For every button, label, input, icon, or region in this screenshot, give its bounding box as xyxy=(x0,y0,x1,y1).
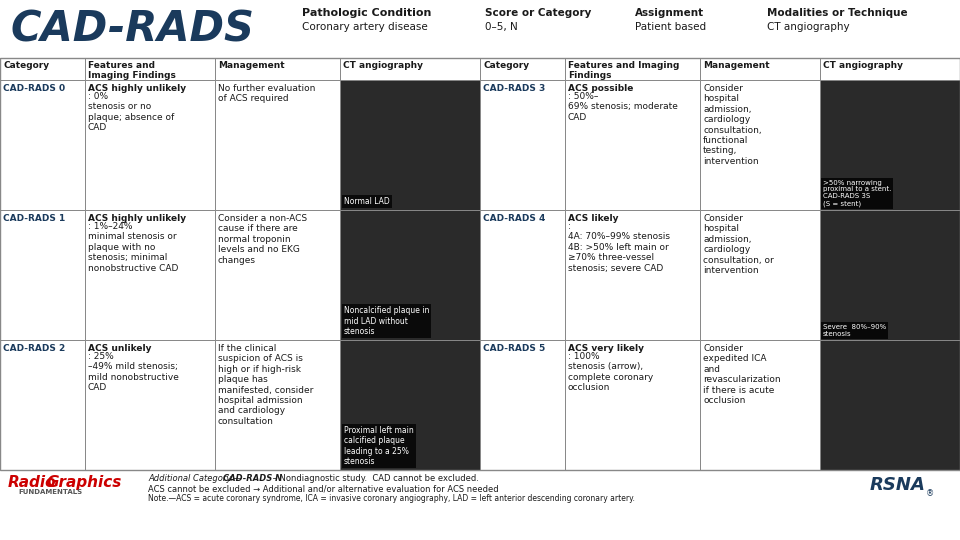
Text: ACS unlikely: ACS unlikely xyxy=(88,344,152,353)
Bar xyxy=(85,210,215,340)
Bar xyxy=(820,340,960,470)
Text: RSNA: RSNA xyxy=(869,476,925,494)
Text: Noncalcified plaque in
mid LAD without
stenosis: Noncalcified plaque in mid LAD without s… xyxy=(344,306,429,336)
Text: Consider
hospital
admission,
cardiology
consultation,
functional
testing,
interv: Consider hospital admission, cardiology … xyxy=(703,84,761,166)
Text: CAD-RADS 5: CAD-RADS 5 xyxy=(483,344,545,353)
Text: CAD-RADS: CAD-RADS xyxy=(10,8,254,50)
Text: 0–5, N: 0–5, N xyxy=(485,22,517,32)
Text: Graphics: Graphics xyxy=(46,475,121,490)
Text: : 1%–24%
minimal stenosis or
plaque with no
stenosis; minimal
nonobstructive CAD: : 1%–24% minimal stenosis or plaque with… xyxy=(88,222,179,273)
Bar xyxy=(480,210,565,340)
Text: Note.—ACS = acute coronary syndrome, ICA = invasive coronary angiography, LAD = : Note.—ACS = acute coronary syndrome, ICA… xyxy=(148,494,635,503)
Text: Category: Category xyxy=(3,61,49,70)
Bar xyxy=(0,340,85,470)
Text: ACS cannot be excluded → Additional and/or alternative evaluation for ACS needed: ACS cannot be excluded → Additional and/… xyxy=(148,484,498,493)
Bar xyxy=(480,340,565,470)
Bar xyxy=(700,58,820,80)
Text: CT angiography: CT angiography xyxy=(823,61,903,70)
Text: Score or Category: Score or Category xyxy=(485,8,591,18)
Text: ACS likely: ACS likely xyxy=(568,214,618,223)
Bar xyxy=(0,58,960,470)
Text: Consider a non-ACS
cause if there are
normal troponin
levels and no EKG
changes: Consider a non-ACS cause if there are no… xyxy=(218,214,307,265)
Bar xyxy=(0,80,85,210)
Bar xyxy=(0,210,85,340)
Text: : 100%
stenosis (arrow),
complete coronary
occlusion: : 100% stenosis (arrow), complete corona… xyxy=(568,352,653,392)
Bar xyxy=(215,80,340,210)
Bar xyxy=(820,80,960,210)
Text: CT angiography: CT angiography xyxy=(767,22,850,32)
Text: FUNDAMENTALS: FUNDAMENTALS xyxy=(18,489,83,495)
Bar xyxy=(340,210,480,340)
Bar xyxy=(215,210,340,340)
Bar xyxy=(215,58,340,80)
Text: : 0%
stenosis or no
plaque; absence of
CAD: : 0% stenosis or no plaque; absence of C… xyxy=(88,92,175,132)
Text: :
4A: 70%–99% stenosis
4B: >50% left main or
≥70% three-vessel
stenosis; severe : : 4A: 70%–99% stenosis 4B: >50% left mai… xyxy=(568,222,670,273)
Text: No further evaluation
of ACS required: No further evaluation of ACS required xyxy=(218,84,316,103)
Text: Patient based: Patient based xyxy=(635,22,707,32)
Text: CAD-RADS 0: CAD-RADS 0 xyxy=(3,84,65,93)
Bar xyxy=(820,210,960,340)
Text: Additional Category.—: Additional Category.— xyxy=(148,474,242,483)
Bar xyxy=(215,340,340,470)
Text: ®: ® xyxy=(926,489,934,498)
Text: CAD-RADS 4: CAD-RADS 4 xyxy=(483,214,545,223)
Bar xyxy=(85,340,215,470)
Bar xyxy=(700,340,820,470)
Text: – Nondiagnostic study.  CAD cannot be excluded.: – Nondiagnostic study. CAD cannot be exc… xyxy=(270,474,479,483)
Text: CAD-RADS N: CAD-RADS N xyxy=(223,474,282,483)
Text: : 50%–
69% stenosis; moderate
CAD: : 50%– 69% stenosis; moderate CAD xyxy=(568,92,678,122)
Bar xyxy=(700,80,820,210)
Bar xyxy=(565,58,700,80)
Bar xyxy=(85,80,215,210)
Text: : 25%
–49% mild stenosis;
mild nonobstructive
CAD: : 25% –49% mild stenosis; mild nonobstru… xyxy=(88,352,179,392)
Text: >50% narrowing
proximal to a stent.
CAD-RADS 3S
(S = stent): >50% narrowing proximal to a stent. CAD-… xyxy=(823,179,892,207)
Text: CAD-RADS 2: CAD-RADS 2 xyxy=(3,344,65,353)
Text: Proximal left main
calcified plaque
leading to a 25%
stenosis: Proximal left main calcified plaque lead… xyxy=(344,426,414,466)
Text: Assignment: Assignment xyxy=(635,8,704,18)
Bar xyxy=(340,80,480,210)
Bar xyxy=(85,58,215,80)
Bar xyxy=(480,58,565,80)
Text: Coronary artery disease: Coronary artery disease xyxy=(302,22,428,32)
Bar xyxy=(0,470,960,540)
Bar xyxy=(340,58,480,80)
Text: Management: Management xyxy=(218,61,284,70)
Bar xyxy=(820,58,960,80)
Text: Features and Imaging
Findings: Features and Imaging Findings xyxy=(568,61,680,80)
Text: ACS highly unlikely: ACS highly unlikely xyxy=(88,214,186,223)
Text: Severe  80%–90%
stenosis: Severe 80%–90% stenosis xyxy=(823,324,886,337)
Text: ACS possible: ACS possible xyxy=(568,84,634,93)
Text: Radio: Radio xyxy=(8,475,57,490)
Bar xyxy=(565,80,700,210)
Text: Modalities or Technique: Modalities or Technique xyxy=(767,8,907,18)
Text: Features and
Imaging Findings: Features and Imaging Findings xyxy=(88,61,176,80)
Bar xyxy=(700,210,820,340)
Bar xyxy=(0,0,960,58)
Text: Consider
expedited ICA
and
revascularization
if there is acute
occlusion: Consider expedited ICA and revasculariza… xyxy=(703,344,780,405)
Text: Consider
hospital
admission,
cardiology
consultation, or
intervention: Consider hospital admission, cardiology … xyxy=(703,214,774,275)
Text: Pathologic Condition: Pathologic Condition xyxy=(302,8,431,18)
Text: ACS very likely: ACS very likely xyxy=(568,344,644,353)
Text: Category: Category xyxy=(483,61,529,70)
Text: If the clinical
suspicion of ACS is
high or if high-risk
plaque has
manifested, : If the clinical suspicion of ACS is high… xyxy=(218,344,313,426)
Text: CT angiography: CT angiography xyxy=(343,61,423,70)
Bar xyxy=(480,80,565,210)
Text: ACS highly unlikely: ACS highly unlikely xyxy=(88,84,186,93)
Bar xyxy=(565,340,700,470)
Text: Management: Management xyxy=(703,61,770,70)
Bar xyxy=(340,340,480,470)
Text: CAD-RADS 1: CAD-RADS 1 xyxy=(3,214,65,223)
Text: CAD-RADS 3: CAD-RADS 3 xyxy=(483,84,545,93)
Text: Normal LAD: Normal LAD xyxy=(344,197,390,206)
Bar xyxy=(565,210,700,340)
Bar xyxy=(0,58,85,80)
